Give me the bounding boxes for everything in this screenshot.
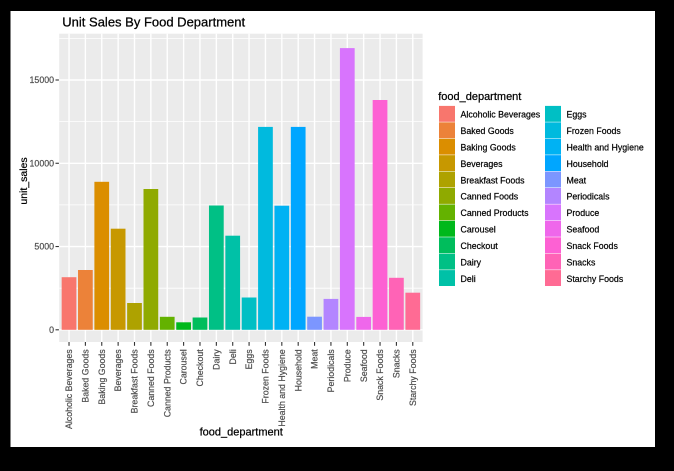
svg-text:Frozen Foods: Frozen Foods	[261, 349, 271, 404]
svg-text:Produce: Produce	[342, 349, 352, 382]
svg-text:Health and Hygiene: Health and Hygiene	[277, 349, 287, 426]
svg-text:Periodicals: Periodicals	[326, 349, 336, 393]
svg-text:Household: Household	[293, 349, 303, 391]
svg-text:Meat: Meat	[310, 349, 320, 369]
svg-text:Baked Goods: Baked Goods	[461, 126, 515, 136]
svg-text:Baking Goods: Baking Goods	[461, 142, 517, 152]
svg-text:Eggs: Eggs	[244, 349, 254, 370]
svg-text:Health and Hygiene: Health and Hygiene	[567, 142, 644, 152]
svg-text:Seafood: Seafood	[359, 349, 369, 382]
svg-text:Canned Foods: Canned Foods	[146, 349, 156, 407]
svg-text:Starchy Foods: Starchy Foods	[408, 349, 418, 406]
svg-text:Snack Foods: Snack Foods	[567, 241, 619, 251]
svg-text:Seafood: Seafood	[567, 225, 600, 235]
svg-text:Carousel: Carousel	[461, 225, 496, 235]
svg-text:Carousel: Carousel	[179, 349, 189, 384]
svg-text:10000: 10000	[30, 158, 55, 168]
svg-text:Dairy: Dairy	[461, 257, 482, 267]
svg-text:Snacks: Snacks	[392, 349, 402, 378]
svg-text:Alcoholic Beverages: Alcoholic Beverages	[461, 110, 541, 120]
svg-text:0: 0	[49, 325, 54, 335]
svg-text:Frozen Foods: Frozen Foods	[567, 126, 622, 136]
svg-text:food_department: food_department	[200, 427, 283, 439]
svg-text:Unit Sales By Food Department: Unit Sales By Food Department	[62, 15, 245, 30]
svg-text:5000: 5000	[34, 242, 54, 252]
svg-text:Checkout: Checkout	[195, 349, 205, 387]
svg-text:Eggs: Eggs	[567, 110, 588, 120]
svg-text:Breakfast Foods: Breakfast Foods	[461, 175, 526, 185]
svg-text:Meat: Meat	[567, 175, 587, 185]
svg-text:Checkout: Checkout	[461, 241, 499, 251]
svg-text:Breakfast Foods: Breakfast Foods	[130, 349, 140, 414]
svg-text:Snack Foods: Snack Foods	[375, 349, 385, 401]
svg-text:Canned Products: Canned Products	[162, 349, 172, 418]
svg-text:Canned Products: Canned Products	[461, 208, 530, 218]
svg-text:Canned Foods: Canned Foods	[461, 192, 519, 202]
svg-text:Periodicals: Periodicals	[567, 192, 611, 202]
svg-text:Beverages: Beverages	[113, 349, 123, 392]
svg-text:Dairy: Dairy	[211, 349, 221, 370]
svg-text:Deli: Deli	[228, 349, 238, 364]
svg-text:unit_sales: unit_sales	[18, 157, 30, 204]
svg-text:Household: Household	[567, 159, 609, 169]
svg-text:Produce: Produce	[567, 208, 600, 218]
svg-text:Starchy Foods: Starchy Foods	[567, 274, 624, 284]
svg-text:Snacks: Snacks	[567, 257, 596, 267]
svg-text:Baked Goods: Baked Goods	[80, 349, 90, 403]
svg-text:Deli: Deli	[461, 274, 476, 284]
svg-text:Beverages: Beverages	[461, 159, 504, 169]
svg-text:Alcoholic Beverages: Alcoholic Beverages	[64, 349, 74, 429]
svg-text:food_department: food_department	[438, 91, 521, 103]
svg-text:Baking Goods: Baking Goods	[97, 349, 107, 405]
svg-text:15000: 15000	[30, 75, 55, 85]
